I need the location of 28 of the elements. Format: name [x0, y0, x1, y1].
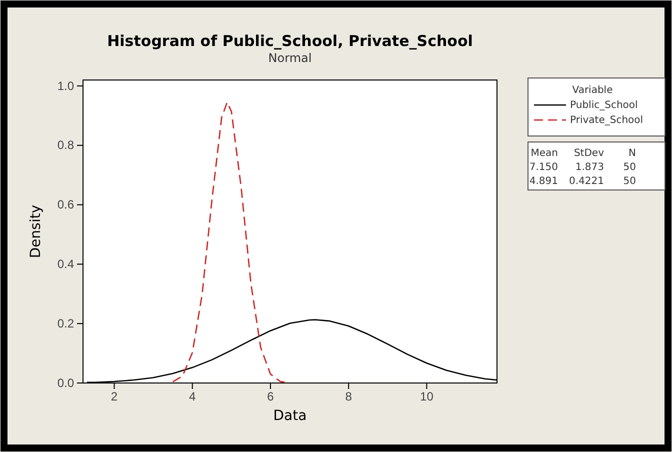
y-tick-label: 0.0: [57, 376, 74, 390]
text: 50: [623, 176, 636, 187]
x-tick-label: 2: [110, 390, 118, 404]
y-tick-label: 0.6: [57, 198, 74, 212]
text: N: [628, 148, 636, 159]
y-tick-label: 0.2: [57, 316, 74, 330]
x-axis-title: Data: [273, 408, 307, 424]
x-tick-label: 10: [420, 390, 434, 404]
legend-label: Public_School: [570, 100, 638, 111]
x-tick-label: 6: [267, 390, 274, 404]
text: 1.873: [575, 162, 604, 173]
chart-title: Histogram of Public_School, Private_School: [107, 32, 473, 50]
text: 7.150: [529, 162, 558, 173]
legend-label: Private_School: [570, 115, 644, 126]
y-tick-label: 0.4: [57, 257, 74, 272]
y-tick-label: 1.0: [57, 78, 74, 93]
text: Mean: [530, 148, 558, 159]
chart-subtitle: Normal: [268, 51, 312, 65]
text: 4.891: [529, 176, 558, 187]
text: StDev: [574, 148, 604, 159]
line-series: [172, 102, 287, 384]
y-tick-label: 0.8: [57, 138, 74, 152]
legend-title: Variable: [572, 85, 613, 96]
x-tick-label: 8: [345, 390, 352, 404]
text: 50: [623, 162, 636, 173]
text: 0.4221: [569, 176, 604, 187]
x-tick-label: 4: [189, 390, 196, 404]
y-axis-title: Density: [28, 204, 44, 258]
